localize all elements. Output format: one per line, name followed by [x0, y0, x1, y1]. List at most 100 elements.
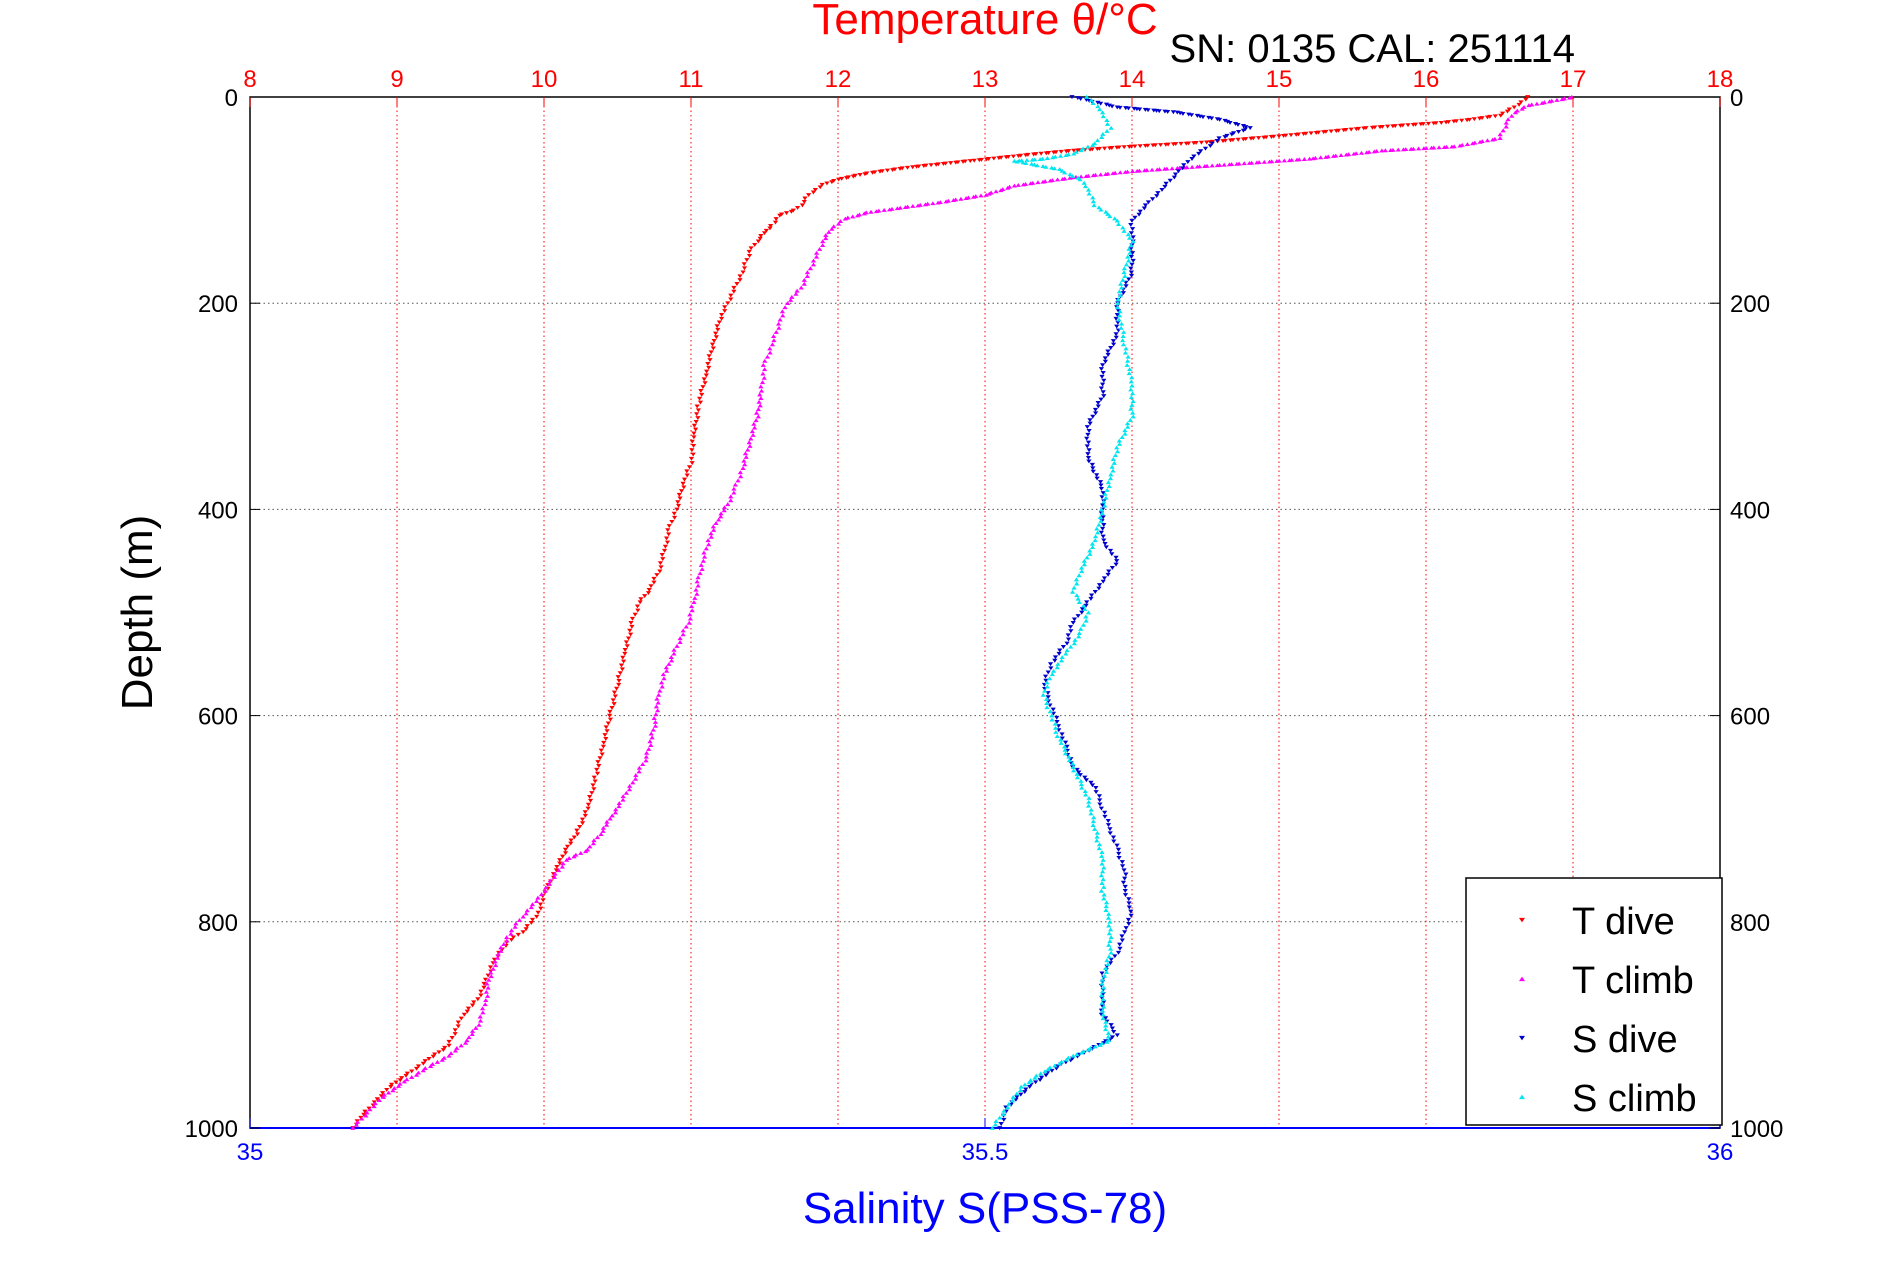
- data-point: [807, 266, 814, 271]
- data-point: [498, 948, 504, 953]
- data-point: [1105, 212, 1111, 216]
- data-point: [1539, 100, 1545, 105]
- data-point: [970, 194, 977, 199]
- data-point: [1107, 946, 1114, 951]
- data-point: [1436, 145, 1442, 150]
- data-point: [737, 274, 743, 279]
- data-point: [611, 690, 618, 695]
- data-point: [1049, 672, 1055, 677]
- data-point: [671, 511, 677, 516]
- data-point: [560, 861, 566, 866]
- data-point: [1107, 146, 1113, 151]
- data-point: [1097, 480, 1104, 484]
- data-point: [1358, 150, 1365, 155]
- data-point: [688, 456, 695, 461]
- data-point: [1081, 562, 1088, 567]
- legend-marker: [1519, 976, 1525, 982]
- data-point: [1092, 407, 1099, 412]
- data-point: [469, 1032, 475, 1036]
- data-point: [568, 841, 574, 846]
- data-point: [728, 293, 734, 298]
- data-point: [446, 1039, 452, 1044]
- data-point: [1101, 985, 1107, 990]
- data-point: [540, 898, 546, 903]
- data-point: [801, 281, 807, 286]
- data-point: [1100, 382, 1106, 387]
- data-point: [1078, 782, 1084, 787]
- data-point: [1216, 136, 1222, 141]
- data-point: [746, 440, 752, 445]
- data-point: [1159, 187, 1165, 192]
- data-point: [1014, 1091, 1020, 1096]
- data-point: [1130, 258, 1136, 263]
- data-point: [651, 716, 657, 720]
- data-point: [1024, 157, 1030, 162]
- data-point: [1240, 137, 1247, 142]
- data-point: [998, 188, 1004, 193]
- data-point: [1351, 151, 1357, 156]
- data-point: [1098, 486, 1104, 491]
- data-point: [1101, 892, 1107, 897]
- data-point: [609, 813, 615, 818]
- data-point: [649, 735, 655, 740]
- temperature-tick-label: 18: [1707, 66, 1734, 93]
- data-point: [1085, 432, 1091, 437]
- data-point: [638, 597, 644, 602]
- data-point: [1083, 618, 1089, 623]
- data-point: [1525, 95, 1531, 100]
- chart-subtitle: SN: 0135 CAL: 251114: [1170, 27, 1575, 71]
- data-point: [684, 473, 690, 478]
- data-point: [568, 838, 574, 843]
- data-point: [694, 412, 700, 417]
- data-point: [464, 1009, 470, 1014]
- data-point: [703, 373, 709, 378]
- data-point: [1120, 342, 1127, 347]
- data-point: [676, 492, 682, 497]
- data-point: [1141, 206, 1147, 211]
- data-point: [1471, 117, 1477, 122]
- temperature-tick-label: 10: [531, 66, 558, 93]
- data-point: [1122, 169, 1128, 174]
- data-point: [1089, 783, 1096, 788]
- data-point: [1395, 147, 1401, 152]
- data-point: [702, 381, 708, 386]
- data-point: [1247, 126, 1253, 131]
- data-point: [1074, 767, 1080, 772]
- data-point: [611, 702, 617, 707]
- data-point: [713, 335, 719, 340]
- data-point: [1261, 135, 1267, 140]
- data-point: [691, 600, 697, 605]
- data-point: [785, 301, 791, 306]
- data-point: [762, 367, 768, 372]
- data-point: [1044, 705, 1050, 710]
- data-point: [1053, 1066, 1060, 1071]
- data-point: [1062, 744, 1068, 749]
- salinity-tick-label: 35: [237, 1139, 264, 1166]
- data-point: [1080, 622, 1087, 627]
- data-point: [1087, 551, 1093, 556]
- data-point: [806, 193, 812, 198]
- data-point: [1094, 138, 1101, 143]
- data-point: [674, 507, 680, 512]
- data-point: [579, 821, 586, 826]
- data-point: [799, 203, 806, 208]
- data-point: [564, 857, 570, 862]
- data-point: [1097, 798, 1103, 803]
- data-point: [1037, 157, 1043, 161]
- data-point: [1492, 114, 1498, 119]
- data-point: [857, 173, 863, 177]
- data-point: [1031, 162, 1038, 167]
- data-point: [1083, 174, 1089, 179]
- data-point: [801, 199, 807, 204]
- data-point: [1083, 603, 1089, 608]
- temperature-tick-label: 17: [1560, 66, 1587, 93]
- data-point: [1118, 281, 1124, 286]
- data-point: [1043, 151, 1049, 156]
- data-point: [659, 552, 665, 557]
- data-point: [1126, 246, 1132, 251]
- data-point: [706, 365, 712, 370]
- data-point: [1074, 581, 1080, 586]
- data-point: [1121, 145, 1127, 150]
- data-point: [744, 258, 750, 262]
- data-point: [762, 358, 768, 363]
